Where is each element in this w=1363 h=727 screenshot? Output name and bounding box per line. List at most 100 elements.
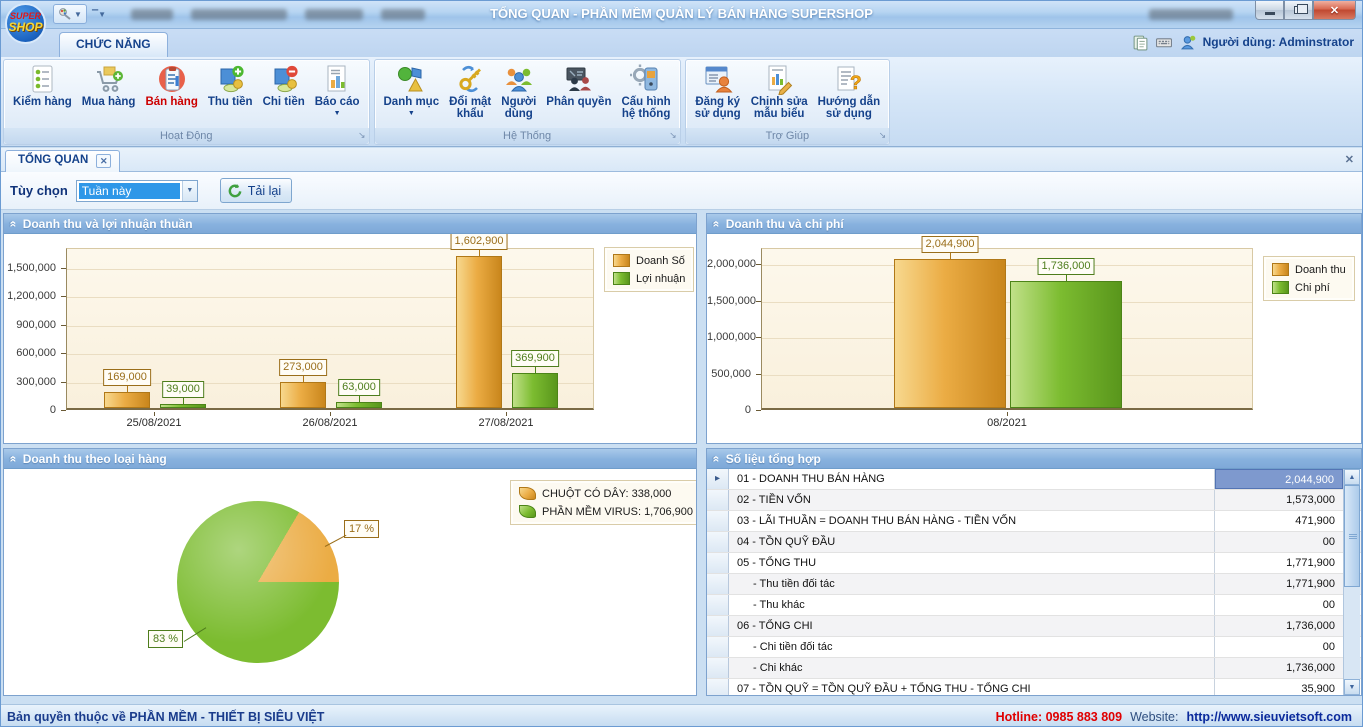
- combobox-dropdown-icon[interactable]: ▼: [181, 180, 197, 201]
- shapes-icon: [395, 63, 427, 95]
- app-menu-icon: [59, 8, 71, 20]
- vertical-scrollbar[interactable]: ▲ ▼: [1343, 469, 1360, 695]
- table-row[interactable]: 07 - TỒN QUỸ = TỒN QUỸ ĐẦU + TỔNG THU - …: [707, 679, 1361, 695]
- ribbon-item-cau-hinh-he-thong[interactable]: Cấu hình hệ thống: [616, 62, 675, 121]
- chevron-down-icon: ▼: [407, 110, 415, 117]
- row-selector[interactable]: [707, 595, 729, 615]
- table-row[interactable]: - Chi khác 1,736,000: [707, 658, 1361, 679]
- ribbon-item-huong-dan-su-dung[interactable]: ? Hướng dẫn sử dụng: [813, 62, 886, 121]
- row-selector[interactable]: ▸: [707, 469, 729, 489]
- ribbon-item-label: Đăng ký sử dụng: [694, 96, 741, 120]
- notes-icon[interactable]: [1131, 33, 1150, 51]
- row-selector[interactable]: [707, 511, 729, 531]
- pie-chart: [177, 501, 339, 663]
- ribbon-item-thu-tien[interactable]: Thu tiền: [203, 62, 258, 109]
- ribbon-item-label: Đổi mật khẩu: [449, 96, 492, 120]
- logo-text-shop: SHOP: [8, 20, 43, 34]
- table-row[interactable]: 03 - LÃI THUẦN = DOANH THU BÁN HÀNG - TI…: [707, 511, 1361, 532]
- scroll-down-icon[interactable]: ▼: [1344, 679, 1360, 695]
- ribbon-item-bao-cao[interactable]: Báo cáo ▼: [310, 62, 365, 118]
- x-tick-mark: [330, 412, 331, 416]
- pie-percent-label: 17 %: [344, 520, 380, 538]
- ribbon-item-danh-muc[interactable]: Danh mục ▼: [379, 62, 445, 118]
- ribbon-item-label: Người dùng: [501, 96, 537, 120]
- tabstrip-close-icon[interactable]: ✕: [1344, 154, 1354, 166]
- row-selector[interactable]: [707, 658, 729, 678]
- ribbon-item-ban-hang[interactable]: Bán hàng: [140, 62, 202, 109]
- tab-chuc-nang[interactable]: CHỨC NĂNG: [59, 32, 168, 57]
- panel-header[interactable]: « Doanh thu theo loại hàng: [4, 449, 696, 469]
- restore-button[interactable]: [1284, 1, 1313, 20]
- ribbon-item-mua-hang[interactable]: Mua hàng: [77, 62, 141, 109]
- table-row[interactable]: 02 - TIỀN VỐN 1,573,000: [707, 490, 1361, 511]
- customize-qat-button[interactable]: ▔▼: [91, 9, 107, 19]
- table-row[interactable]: 04 - TỒN QUỸ ĐẦU 00: [707, 532, 1361, 553]
- x-tick-mark: [1007, 412, 1008, 416]
- ribbon-item-chinh-sua-mau-bieu[interactable]: Chinh sửa mẫu biểu: [746, 62, 813, 121]
- table-row[interactable]: - Thu tiền đối tác 1,771,900: [707, 574, 1361, 595]
- keyboard-icon[interactable]: [1155, 33, 1174, 51]
- period-combobox[interactable]: Tuần này ▼: [75, 179, 198, 202]
- legend-entry: Doanh thu: [1272, 263, 1346, 276]
- collapse-icon[interactable]: «: [6, 455, 21, 462]
- dialog-launcher-icon[interactable]: ↘: [669, 130, 677, 140]
- minimize-button[interactable]: [1255, 1, 1284, 20]
- panel-header[interactable]: « Số liệu tổng hợp: [707, 449, 1361, 469]
- legend-swatch: [613, 272, 630, 285]
- y-tick-mark: [61, 296, 66, 297]
- y-tick-mark: [756, 337, 761, 338]
- panel-header[interactable]: « Doanh thu và chi phí: [707, 214, 1361, 234]
- table-cell-name: - Thu khác: [729, 595, 1215, 615]
- row-selector[interactable]: [707, 679, 729, 695]
- window-title: TỔNG QUAN - PHẦN MỀM QUẢN LÝ BÁN HÀNG SU…: [490, 6, 873, 21]
- table-row[interactable]: 06 - TỔNG CHI 1,736,000: [707, 616, 1361, 637]
- ribbon-item-nguoi-dung[interactable]: Người dùng: [496, 62, 541, 121]
- table-cell-name: - Chi tiền đối tác: [729, 637, 1215, 657]
- bar: [336, 402, 382, 408]
- ribbon-item-label: Danh mục: [383, 96, 440, 108]
- ribbon-item-doi-mat-khau[interactable]: Đổi mật khẩu: [444, 62, 496, 121]
- table-row[interactable]: 05 - TỔNG THU 1,771,900: [707, 553, 1361, 574]
- table-cell-value: 1,771,900: [1286, 578, 1335, 590]
- dialog-launcher-icon[interactable]: ↘: [878, 130, 887, 140]
- scrollbar-thumb[interactable]: [1344, 485, 1360, 587]
- scroll-up-icon[interactable]: ▲: [1344, 469, 1360, 485]
- panel-title: Doanh thu và lợi nhuận thuần: [22, 216, 193, 231]
- table-row[interactable]: - Chi tiền đối tác 00: [707, 637, 1361, 658]
- row-selector[interactable]: [707, 637, 729, 657]
- reload-button[interactable]: Tải lại: [219, 178, 293, 203]
- collapse-icon[interactable]: «: [709, 220, 724, 227]
- ribbon-item-label: Báo cáo: [314, 96, 360, 108]
- tab-close-icon[interactable]: ✕: [96, 154, 112, 168]
- close-button[interactable]: ✕: [1313, 1, 1356, 20]
- refresh-icon: [228, 183, 242, 197]
- row-selector[interactable]: [707, 532, 729, 552]
- quick-launch-button[interactable]: ▼: [53, 4, 87, 24]
- table-cell-value: 2,044,900: [1215, 469, 1343, 489]
- register-icon: [702, 63, 734, 95]
- row-selector[interactable]: [707, 490, 729, 510]
- dialog-launcher-icon[interactable]: ↘: [357, 130, 366, 140]
- filter-bar: Tùy chọn Tuần này ▼ Tải lại: [1, 172, 1362, 210]
- y-tick-mark: [756, 264, 761, 265]
- legend-entry: CHUỘT CÓ DÂY: 338,000: [519, 487, 693, 500]
- website-link[interactable]: http://www.sieuvietsoft.com: [1186, 709, 1352, 724]
- data-label: 273,000: [279, 359, 327, 376]
- chart-legend: Doanh Số Lợi nhuận: [604, 247, 695, 292]
- table-row[interactable]: ▸ 01 - DOANH THU BÁN HÀNG 2,044,900: [707, 469, 1361, 490]
- row-selector[interactable]: [707, 574, 729, 594]
- tab-tong-quan[interactable]: TỔNG QUAN ✕: [5, 150, 121, 172]
- panel-header[interactable]: « Doanh thu và lợi nhuận thuần: [4, 214, 696, 234]
- table-row[interactable]: - Thu khác 00: [707, 595, 1361, 616]
- row-selector[interactable]: [707, 616, 729, 636]
- revenue-profit-chart: 169,000 39,000 273,000 63,000 1,602,900 369,9…: [4, 234, 696, 443]
- y-tick-label: 1,200,000: [7, 290, 56, 302]
- collapse-icon[interactable]: «: [709, 455, 724, 462]
- ribbon-item-phan-quyen[interactable]: Phân quyền: [541, 62, 616, 109]
- ribbon-item-chi-tien[interactable]: Chi tiền: [258, 62, 310, 109]
- ribbon-item-kiem-hang[interactable]: Kiểm hàng: [8, 62, 77, 109]
- collapse-icon[interactable]: «: [6, 220, 21, 227]
- money-in-icon: [214, 63, 246, 95]
- ribbon-item-dang-ky-su-dung[interactable]: Đăng ký sử dụng: [690, 62, 746, 121]
- row-selector[interactable]: [707, 553, 729, 573]
